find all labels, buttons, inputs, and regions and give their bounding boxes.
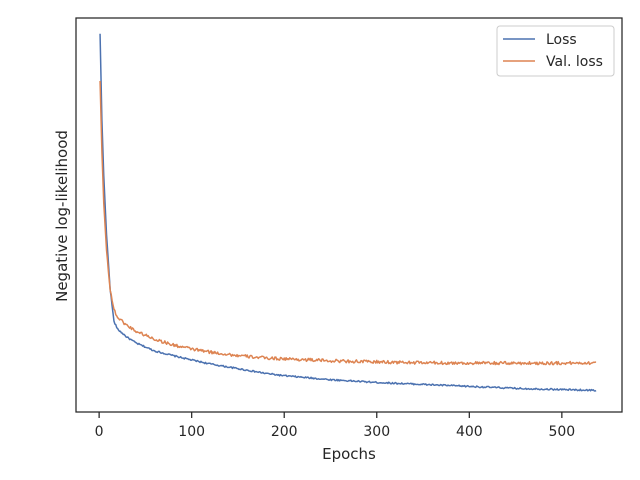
x-tick-label: 200 [271, 424, 298, 440]
series-line-val-loss [99, 81, 597, 366]
plot-frame [75, 17, 623, 413]
x-tick-label: 100 [178, 424, 205, 440]
y-axis-label: Negative log-likelihood [53, 130, 71, 302]
x-axis-ticks: 0 100 200 300 400 500 [95, 412, 575, 440]
x-tick-label: 500 [548, 424, 575, 440]
legend: Loss Val. loss [496, 25, 615, 77]
series-layer [99, 33, 597, 392]
x-tick-label: 0 [95, 424, 104, 440]
legend-label: Loss [546, 32, 577, 48]
series-line-loss [99, 33, 597, 392]
x-axis-label: Epochs [322, 445, 376, 463]
legend-label: Val. loss [546, 54, 603, 70]
x-tick-label: 300 [363, 424, 390, 440]
x-tick-label: 400 [456, 424, 483, 440]
